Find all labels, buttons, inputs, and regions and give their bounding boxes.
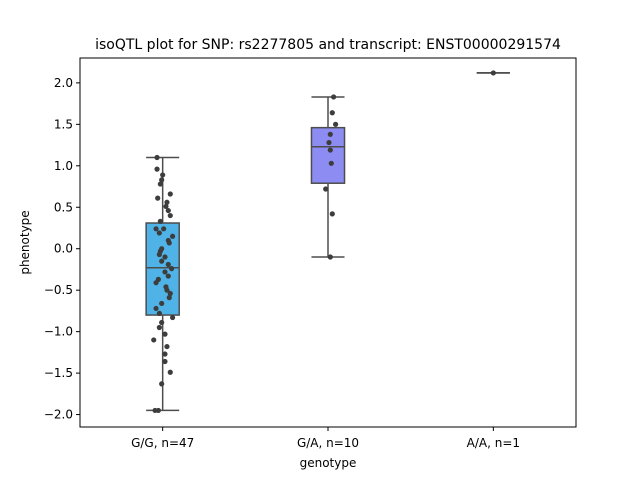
data-point [162, 269, 168, 275]
data-point [153, 226, 159, 232]
data-point [323, 186, 329, 192]
y-tick-label: 2.0 [54, 76, 73, 90]
y-tick-label: −1.0 [44, 325, 73, 339]
data-point [154, 154, 160, 161]
box-1 [310, 96, 346, 258]
data-point [159, 381, 165, 387]
y-axis-label: phenotype [18, 210, 32, 274]
iqr-box [310, 126, 346, 184]
data-point [326, 139, 332, 146]
data-point [327, 147, 333, 153]
data-point [156, 230, 162, 236]
data-point [167, 212, 173, 219]
data-point [154, 166, 160, 172]
data-point [329, 211, 335, 217]
data-point [328, 160, 334, 166]
data-point [162, 254, 168, 260]
data-point [327, 131, 333, 137]
data-point [153, 280, 159, 286]
data-point [167, 290, 173, 297]
data-point [164, 343, 170, 350]
data-point [165, 273, 171, 279]
y-tick-label: −0.5 [44, 283, 73, 297]
y-tick-label: 0.0 [54, 242, 73, 256]
data-point [333, 121, 339, 127]
data-point [168, 266, 175, 272]
y-tick-label: −1.5 [44, 366, 73, 380]
data-point [164, 287, 170, 293]
points-layer [151, 70, 496, 414]
data-point [329, 110, 335, 116]
data-point [169, 314, 176, 321]
data-point [155, 195, 161, 201]
data-point [165, 261, 171, 268]
data-point [166, 240, 172, 246]
data-point [169, 233, 176, 239]
x-axis-label: genotype [300, 456, 357, 470]
data-point [167, 191, 173, 197]
data-point [156, 251, 162, 258]
data-point [156, 324, 162, 331]
y-tick-label: 1.0 [54, 159, 73, 173]
data-point [327, 254, 333, 260]
data-point [331, 94, 337, 100]
data-point [162, 351, 168, 357]
data-point [159, 300, 165, 307]
y-axis: −2.0 −1.5 −1.0 −0.5 0.0 0.5 1.0 1.5 2.0 [44, 76, 80, 422]
data-point [156, 310, 162, 316]
x-tick-label: A/A, n=1 [467, 436, 520, 450]
x-tick-label: G/G, n=47 [131, 436, 194, 450]
data-point [160, 172, 166, 178]
chart-title: isoQTL plot for SNP: rs2277805 and trans… [95, 37, 561, 53]
data-point [157, 218, 163, 224]
data-point [164, 199, 170, 205]
data-point [163, 203, 169, 210]
data-point [490, 70, 496, 76]
data-point [165, 207, 171, 214]
y-tick-label: −2.0 [44, 408, 73, 422]
data-point [162, 358, 168, 365]
data-point [162, 331, 168, 337]
data-point [153, 305, 159, 312]
data-point [159, 319, 165, 326]
data-point [157, 181, 163, 187]
data-point [155, 407, 161, 414]
data-point [159, 258, 165, 264]
data-point [161, 226, 167, 232]
y-tick-label: 1.5 [54, 117, 73, 131]
data-point [151, 337, 157, 343]
y-tick-label: 0.5 [54, 200, 73, 214]
data-point [166, 295, 172, 301]
x-tick-label: G/A, n=10 [297, 436, 359, 450]
data-point [167, 369, 173, 375]
data-point [159, 177, 165, 183]
x-axis: G/G, n=47 G/A, n=10 A/A, n=1 [131, 427, 520, 450]
